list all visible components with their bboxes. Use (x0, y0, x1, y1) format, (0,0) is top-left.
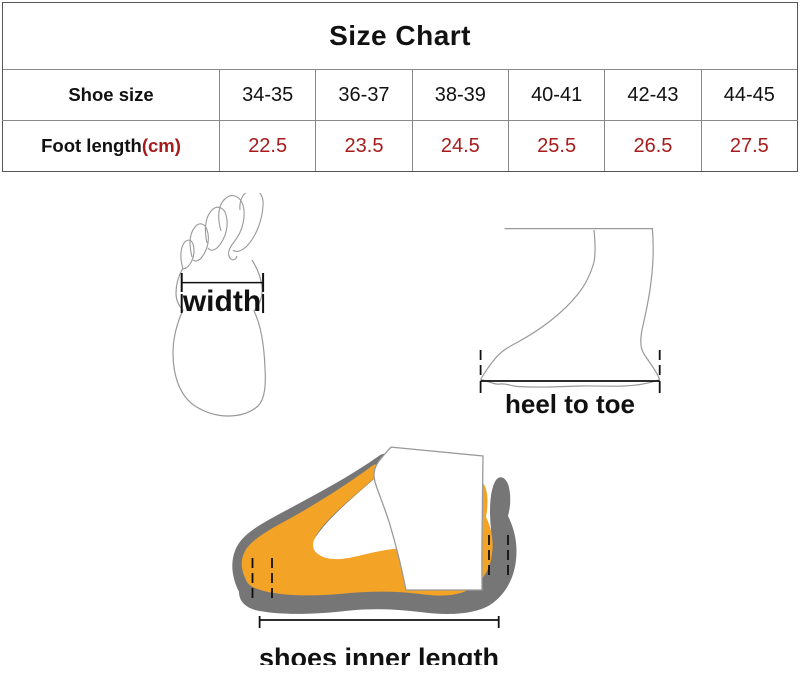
svg-text:heel to toe: heel to toe (505, 389, 635, 419)
svg-text:shoes inner length: shoes inner length (259, 643, 499, 665)
svg-text:width: width (182, 285, 261, 318)
